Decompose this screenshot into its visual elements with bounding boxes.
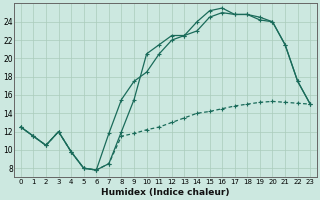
X-axis label: Humidex (Indice chaleur): Humidex (Indice chaleur) xyxy=(101,188,230,197)
